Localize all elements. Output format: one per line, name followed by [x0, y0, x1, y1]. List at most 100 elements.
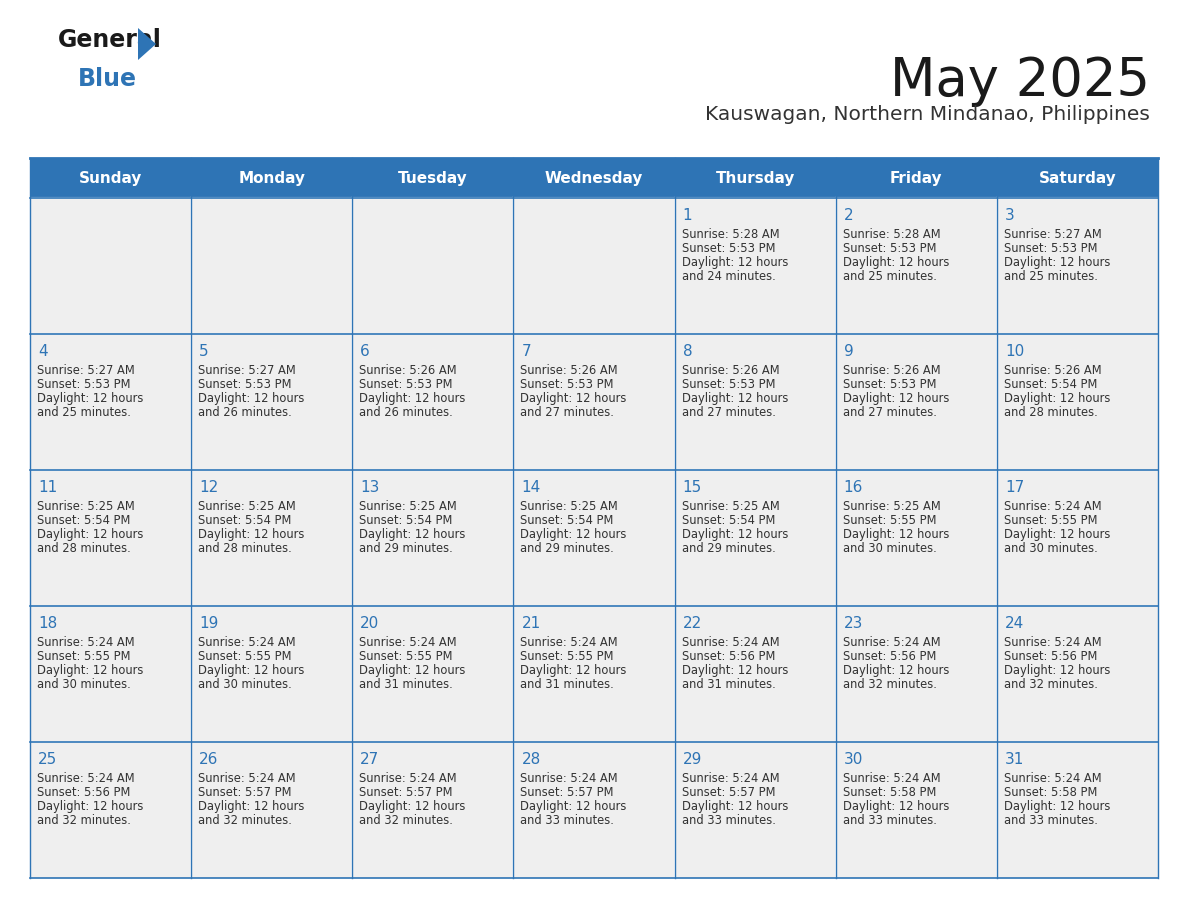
Text: Sunrise: 5:27 AM: Sunrise: 5:27 AM	[37, 364, 134, 377]
Text: Daylight: 12 hours: Daylight: 12 hours	[359, 664, 466, 677]
Bar	[835, 606, 997, 742]
Bar	[675, 742, 835, 878]
Text: 1: 1	[683, 208, 693, 223]
Text: Kauswagan, Northern Mindanao, Philippines: Kauswagan, Northern Mindanao, Philippine…	[706, 105, 1150, 124]
Text: Sunrise: 5:24 AM: Sunrise: 5:24 AM	[682, 772, 779, 785]
Text: and 29 minutes.: and 29 minutes.	[520, 542, 614, 555]
Text: and 28 minutes.: and 28 minutes.	[198, 542, 292, 555]
Text: and 33 minutes.: and 33 minutes.	[520, 814, 614, 827]
Text: Sunset: 5:55 PM: Sunset: 5:55 PM	[520, 650, 614, 663]
Text: and 30 minutes.: and 30 minutes.	[1004, 542, 1098, 555]
Text: Sunrise: 5:24 AM: Sunrise: 5:24 AM	[198, 636, 296, 649]
Text: Sunset: 5:57 PM: Sunset: 5:57 PM	[359, 786, 453, 799]
Text: Sunrise: 5:25 AM: Sunrise: 5:25 AM	[37, 500, 134, 513]
Bar	[513, 158, 675, 198]
Text: Sunset: 5:54 PM: Sunset: 5:54 PM	[37, 514, 131, 527]
Text: Daylight: 12 hours: Daylight: 12 hours	[682, 256, 788, 269]
Text: 10: 10	[1005, 344, 1024, 359]
Bar	[675, 606, 835, 742]
Text: and 27 minutes.: and 27 minutes.	[682, 406, 776, 419]
Text: and 29 minutes.: and 29 minutes.	[682, 542, 776, 555]
Text: 30: 30	[843, 752, 864, 767]
Text: Daylight: 12 hours: Daylight: 12 hours	[682, 392, 788, 405]
Text: Sunset: 5:56 PM: Sunset: 5:56 PM	[37, 786, 131, 799]
Text: Sunrise: 5:24 AM: Sunrise: 5:24 AM	[359, 772, 457, 785]
Text: Daylight: 12 hours: Daylight: 12 hours	[520, 664, 627, 677]
Text: Sunrise: 5:26 AM: Sunrise: 5:26 AM	[359, 364, 457, 377]
Text: and 25 minutes.: and 25 minutes.	[842, 270, 936, 283]
Text: Sunday: Sunday	[78, 171, 143, 185]
Bar	[353, 158, 513, 198]
Text: Sunrise: 5:28 AM: Sunrise: 5:28 AM	[682, 228, 779, 241]
Text: and 31 minutes.: and 31 minutes.	[359, 678, 453, 691]
Text: Daylight: 12 hours: Daylight: 12 hours	[198, 528, 304, 541]
Text: Daylight: 12 hours: Daylight: 12 hours	[1004, 664, 1111, 677]
Text: Sunset: 5:56 PM: Sunset: 5:56 PM	[1004, 650, 1098, 663]
Text: May 2025: May 2025	[890, 55, 1150, 107]
Bar	[30, 742, 191, 878]
Bar	[675, 334, 835, 470]
Text: Daylight: 12 hours: Daylight: 12 hours	[842, 664, 949, 677]
Bar	[675, 470, 835, 606]
Text: Tuesday: Tuesday	[398, 171, 468, 185]
Text: and 32 minutes.: and 32 minutes.	[1004, 678, 1098, 691]
Text: and 27 minutes.: and 27 minutes.	[520, 406, 614, 419]
Text: 2: 2	[843, 208, 853, 223]
Bar	[835, 158, 997, 198]
Text: Sunrise: 5:25 AM: Sunrise: 5:25 AM	[842, 500, 941, 513]
Bar	[353, 198, 513, 334]
Text: 8: 8	[683, 344, 693, 359]
Text: Sunrise: 5:26 AM: Sunrise: 5:26 AM	[1004, 364, 1101, 377]
Text: Sunset: 5:53 PM: Sunset: 5:53 PM	[682, 378, 775, 391]
Text: Daylight: 12 hours: Daylight: 12 hours	[1004, 256, 1111, 269]
Text: and 27 minutes.: and 27 minutes.	[842, 406, 936, 419]
Text: 28: 28	[522, 752, 541, 767]
Text: Sunset: 5:54 PM: Sunset: 5:54 PM	[359, 514, 453, 527]
Text: Sunset: 5:58 PM: Sunset: 5:58 PM	[842, 786, 936, 799]
Text: 4: 4	[38, 344, 48, 359]
Text: Sunrise: 5:26 AM: Sunrise: 5:26 AM	[520, 364, 618, 377]
Text: and 33 minutes.: and 33 minutes.	[1004, 814, 1098, 827]
Text: Daylight: 12 hours: Daylight: 12 hours	[359, 528, 466, 541]
Text: Sunset: 5:53 PM: Sunset: 5:53 PM	[37, 378, 131, 391]
Text: Sunset: 5:53 PM: Sunset: 5:53 PM	[682, 242, 775, 255]
Text: Daylight: 12 hours: Daylight: 12 hours	[37, 528, 144, 541]
Text: Daylight: 12 hours: Daylight: 12 hours	[682, 800, 788, 813]
Bar	[997, 606, 1158, 742]
Text: Sunrise: 5:24 AM: Sunrise: 5:24 AM	[1004, 772, 1101, 785]
Text: 12: 12	[200, 480, 219, 495]
Text: and 30 minutes.: and 30 minutes.	[198, 678, 292, 691]
Text: Sunset: 5:55 PM: Sunset: 5:55 PM	[1004, 514, 1098, 527]
Text: Daylight: 12 hours: Daylight: 12 hours	[842, 528, 949, 541]
Text: and 32 minutes.: and 32 minutes.	[359, 814, 453, 827]
Text: Daylight: 12 hours: Daylight: 12 hours	[359, 392, 466, 405]
Bar	[997, 742, 1158, 878]
Text: and 30 minutes.: and 30 minutes.	[37, 678, 131, 691]
Bar	[997, 334, 1158, 470]
Bar	[353, 742, 513, 878]
Bar	[835, 742, 997, 878]
Text: 17: 17	[1005, 480, 1024, 495]
Text: Daylight: 12 hours: Daylight: 12 hours	[37, 392, 144, 405]
Bar	[835, 198, 997, 334]
Bar	[513, 470, 675, 606]
Text: Daylight: 12 hours: Daylight: 12 hours	[520, 800, 627, 813]
Text: 21: 21	[522, 616, 541, 631]
Text: Sunset: 5:53 PM: Sunset: 5:53 PM	[842, 378, 936, 391]
Text: Sunset: 5:57 PM: Sunset: 5:57 PM	[682, 786, 775, 799]
Text: and 31 minutes.: and 31 minutes.	[520, 678, 614, 691]
Bar	[353, 606, 513, 742]
Text: Sunset: 5:53 PM: Sunset: 5:53 PM	[359, 378, 453, 391]
Text: Sunrise: 5:25 AM: Sunrise: 5:25 AM	[198, 500, 296, 513]
Text: Sunrise: 5:24 AM: Sunrise: 5:24 AM	[842, 772, 941, 785]
Text: 27: 27	[360, 752, 379, 767]
Bar	[191, 470, 353, 606]
Text: General: General	[58, 28, 162, 52]
Text: Blue: Blue	[78, 67, 137, 91]
Text: Daylight: 12 hours: Daylight: 12 hours	[842, 392, 949, 405]
Text: Sunrise: 5:24 AM: Sunrise: 5:24 AM	[37, 772, 134, 785]
Text: Sunrise: 5:25 AM: Sunrise: 5:25 AM	[682, 500, 779, 513]
Text: Daylight: 12 hours: Daylight: 12 hours	[682, 664, 788, 677]
Text: Sunset: 5:56 PM: Sunset: 5:56 PM	[682, 650, 775, 663]
Text: 19: 19	[200, 616, 219, 631]
